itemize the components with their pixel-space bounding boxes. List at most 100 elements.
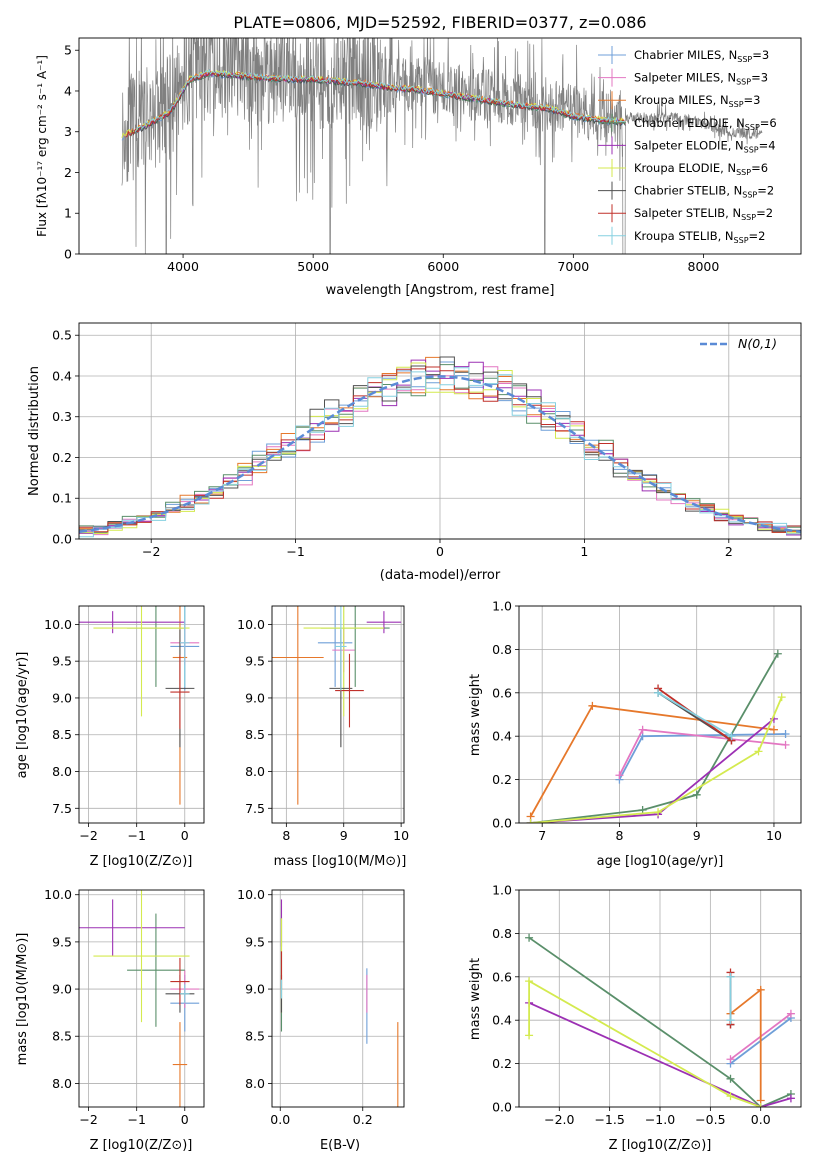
legend-label: Chabrier MILES, NSSP=3 <box>634 48 769 64</box>
y-tick-label: 8.5 <box>52 1029 72 1044</box>
y-tick-label: 10.0 <box>237 617 265 632</box>
axes-frame <box>271 889 405 1108</box>
y-tick-label: 0.8 <box>492 642 512 657</box>
y-tick-label: 7.5 <box>245 801 265 816</box>
weight-vs-age-ylabel: mass weight <box>468 674 483 756</box>
weight-point-marker <box>615 771 624 780</box>
x-tick-label: −2 <box>79 828 97 843</box>
x-tick-label: −2 <box>142 544 160 559</box>
age-vs-z-ylabel: age [log10(age/yr)] <box>15 652 30 779</box>
y-tick-label: 9.0 <box>52 690 72 705</box>
y-tick-label: 3 <box>64 124 72 139</box>
weight-point-marker <box>786 1009 795 1018</box>
weight-vs-z-xlabel: Z [log10(Z/Z⊙)] <box>609 1138 712 1153</box>
age-vs-z-panel: −2 −1 0 7.5 8.0 8.5 9.0 9.5 10.0 <box>44 605 205 843</box>
weight-series-line <box>530 696 783 823</box>
model-spectrum <box>134 68 626 133</box>
weight-point-marker <box>781 730 790 739</box>
residuals-panel: −2 −1 0 1 2 0.0 0.1 0.2 0.3 0.4 0.5 N(0,1) <box>52 322 802 559</box>
plot-area <box>526 649 790 823</box>
legend-label: Salpeter MILES, NSSP=3 <box>634 71 768 87</box>
axes-frame <box>271 605 405 824</box>
weight-series-line <box>657 692 732 737</box>
weight-point-marker <box>525 977 534 986</box>
x-tick-label: −1 <box>286 544 304 559</box>
y-tick-label: 0.6 <box>492 969 512 984</box>
x-tick-label: 0 <box>436 544 444 559</box>
x-tick-label: 1 <box>580 544 588 559</box>
weight-point-marker <box>756 1103 765 1107</box>
weight-point-marker <box>756 985 765 994</box>
legend-label: Kroupa STELIB, NSSP=2 <box>634 229 765 245</box>
legend-suffix: =4 <box>759 138 776 152</box>
gaussian-reference-curve <box>79 375 801 534</box>
plot-area <box>121 38 763 254</box>
weight-series-line <box>528 1001 792 1107</box>
legend-label: Kroupa MILES, NSSP=3 <box>634 93 760 109</box>
x-tick-label: 10 <box>766 828 782 843</box>
weight-point-marker <box>654 688 663 697</box>
legend-label: Salpeter ELODIE, NSSP=4 <box>634 138 776 154</box>
weight-series-line <box>528 936 792 1107</box>
residuals-xlabel: (data-model)/error <box>380 568 501 583</box>
legend-subscript: SSP <box>729 100 744 109</box>
x-tick-label: 9 <box>693 828 701 843</box>
plot-area <box>79 606 200 805</box>
legend-suffix: =6 <box>760 116 777 130</box>
legend-subscript: SSP <box>742 191 757 200</box>
weight-point-marker <box>777 693 786 702</box>
weight-point-marker <box>525 1031 534 1040</box>
weight-point-marker <box>769 725 778 734</box>
x-tick-label: 0 <box>181 828 189 843</box>
mass-vs-z-xlabel: Z [log10(Z/Z⊙)] <box>90 1138 193 1153</box>
y-tick-label: 0.0 <box>52 532 72 547</box>
weight-vs-age-xlabel: age [log10(age/yr)] <box>597 854 724 869</box>
x-tick-label: −1.5 <box>594 1112 624 1127</box>
weight-vs-z-ylabel: mass weight <box>468 958 483 1040</box>
y-tick-label: 8.5 <box>52 727 72 742</box>
weight-series-line <box>528 979 762 1107</box>
spectrum-ylabel: Flux [fλ10⁻¹⁷ erg cm⁻² s⁻¹ A⁻¹] <box>35 55 49 237</box>
y-tick-label: 9.0 <box>245 690 265 705</box>
mass-vs-z-panel: −2 −1 0 8.0 8.5 9.0 9.5 10.0 <box>44 887 205 1127</box>
spectrum-xlabel: wavelength [Angstrom, rest frame] <box>326 283 555 298</box>
legend-subscript: SSP <box>736 78 751 87</box>
y-tick-label: 1.0 <box>492 599 512 614</box>
x-tick-label: 0 <box>181 1112 189 1127</box>
y-tick-label: 0.2 <box>492 772 512 787</box>
x-tick-label: 4000 <box>167 259 199 274</box>
x-tick-label: −0.5 <box>695 1112 725 1127</box>
axes-frame <box>78 37 802 255</box>
weight-point-marker <box>727 732 736 741</box>
y-tick-label: 5 <box>64 43 72 58</box>
y-tick-label: 0.5 <box>52 328 72 343</box>
legend-suffix: =6 <box>751 161 768 175</box>
residuals-ylabel: Normed distribution <box>27 366 42 496</box>
legend-label: Kroupa ELODIE, NSSP=6 <box>634 161 768 177</box>
weight-point-marker <box>726 1016 735 1025</box>
y-tick-label: 8.0 <box>52 764 72 779</box>
weight-point-marker <box>654 808 663 817</box>
legend-suffix: =2 <box>757 184 774 198</box>
x-tick-label: 8 <box>615 828 623 843</box>
age-vs-mass-panel: 8 9 10 7.5 8.0 8.5 9.0 9.5 10.0 <box>237 605 409 843</box>
y-tick-label: 0.0 <box>492 1100 512 1115</box>
weight-point-marker <box>726 1092 735 1101</box>
y-tick-label: 0.0 <box>492 816 512 831</box>
axes-frame <box>78 889 205 1108</box>
mass-vs-ebv-xlabel: E(B-V) <box>320 1138 360 1153</box>
x-tick-label: 0.0 <box>270 1112 290 1127</box>
weight-series-line <box>618 733 786 781</box>
axes-frame <box>518 889 802 1108</box>
weight-point-marker <box>754 747 763 756</box>
y-tick-label: 8.0 <box>245 764 265 779</box>
figure-title: PLATE=0806, MJD=52592, FIBERID=0377, z=0… <box>233 13 646 32</box>
y-tick-label: 0.3 <box>52 409 72 424</box>
x-tick-label: −1 <box>127 828 145 843</box>
weight-point-marker <box>638 725 647 734</box>
y-tick-label: 0.4 <box>492 729 512 744</box>
y-tick-label: 8.0 <box>52 1076 72 1091</box>
mass-vs-z-ylabel: mass [log10(M/M⊙)] <box>15 933 30 1066</box>
age-vs-z-xlabel: Z [log10(Z/Z⊙)] <box>90 854 193 869</box>
y-tick-label: 9.0 <box>52 982 72 997</box>
